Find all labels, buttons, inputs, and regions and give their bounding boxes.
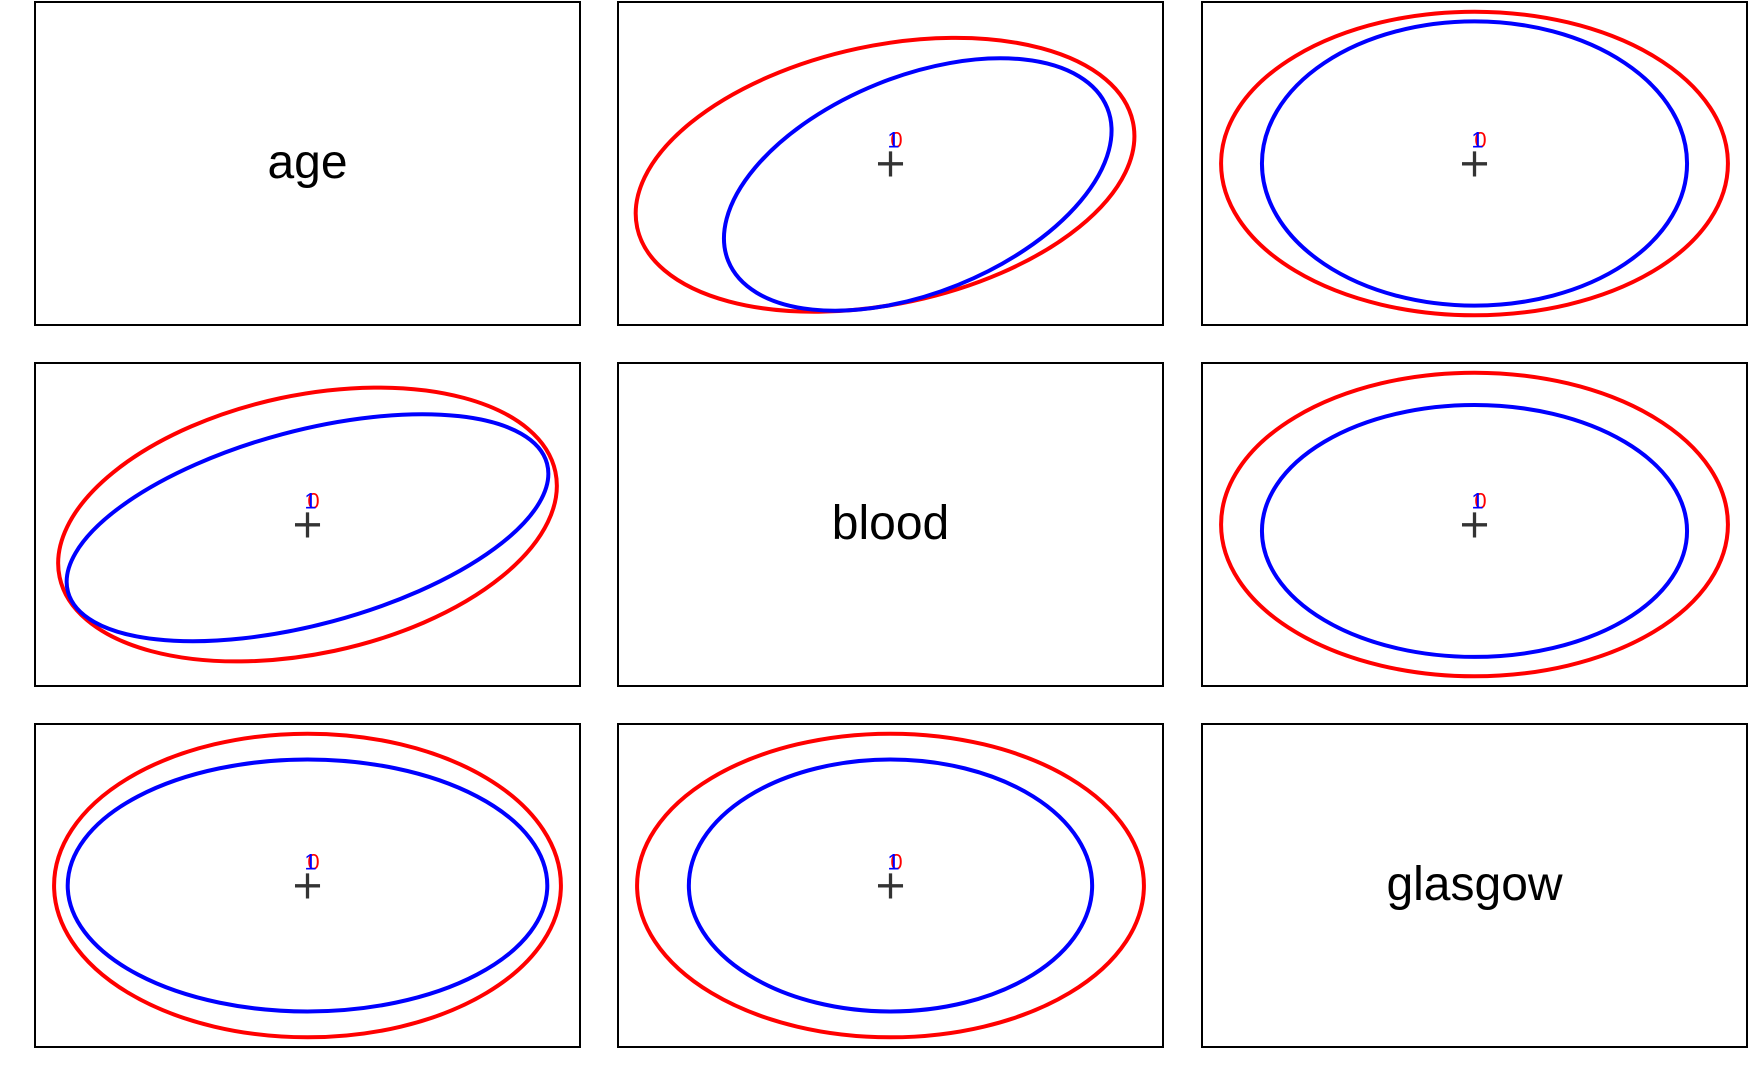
group-a-ellipse	[635, 731, 1146, 1040]
group-b-ellipse	[64, 412, 551, 644]
group-b-mean-label: 1	[304, 489, 316, 514]
group-a-mean-label: 0	[1474, 489, 1486, 514]
variable-label: age	[267, 136, 347, 189]
variable-label: blood	[832, 497, 949, 550]
panel-r2-c3: +01	[1201, 362, 1748, 687]
group-a-ellipse	[1219, 370, 1730, 679]
group-b-mean-label: 1	[887, 850, 899, 875]
panel-frame	[617, 723, 1164, 1048]
group-a-mean-label: 0	[890, 850, 902, 875]
group-a-ellipse	[1219, 9, 1730, 318]
center-plus-marker: +	[1458, 502, 1492, 548]
group-a-mean-label: 0	[1474, 128, 1486, 153]
group-b-mean-label: 1	[887, 128, 899, 153]
group-b-ellipse	[721, 56, 1114, 313]
panel-frame	[34, 723, 581, 1048]
group-b-ellipse	[65, 757, 550, 1014]
panel-r1-c1: age	[34, 1, 581, 326]
center-plus-marker: +	[291, 502, 325, 548]
variable-label: glasgow	[1386, 858, 1562, 911]
panel-frame	[34, 362, 581, 687]
panel-frame	[617, 362, 1164, 687]
panel-frame	[34, 1, 581, 326]
group-a-ellipse	[52, 731, 563, 1040]
panel-r1-c2: +01	[617, 1, 1164, 326]
center-plus-marker: +	[874, 863, 908, 909]
group-b-mean-label: 1	[1471, 489, 1483, 514]
panel-frame	[617, 1, 1164, 326]
group-a-ellipse	[56, 385, 559, 664]
group-b-ellipse	[1259, 19, 1690, 308]
panel-frame	[1201, 723, 1748, 1048]
group-a-mean-label: 0	[307, 489, 319, 514]
group-b-mean-label: 1	[1471, 128, 1483, 153]
group-b-ellipse	[1259, 402, 1690, 659]
group-b-ellipse	[686, 757, 1095, 1014]
center-plus-marker: +	[874, 141, 908, 187]
panel-frame	[1201, 1, 1748, 326]
panel-frame	[1201, 362, 1748, 687]
group-b-mean-label: 1	[304, 850, 316, 875]
panel-r3-c2: +01	[617, 723, 1164, 1048]
panel-r1-c3: +01	[1201, 1, 1748, 326]
panel-r2-c2: blood	[617, 362, 1164, 687]
group-a-mean-label: 0	[890, 128, 902, 153]
group-a-mean-label: 0	[307, 850, 319, 875]
panel-r2-c1: +01	[34, 362, 581, 687]
center-plus-marker: +	[291, 863, 325, 909]
panel-r3-c1: +01	[34, 723, 581, 1048]
panel-r3-c3: glasgow	[1201, 723, 1748, 1048]
center-plus-marker: +	[1458, 141, 1492, 187]
